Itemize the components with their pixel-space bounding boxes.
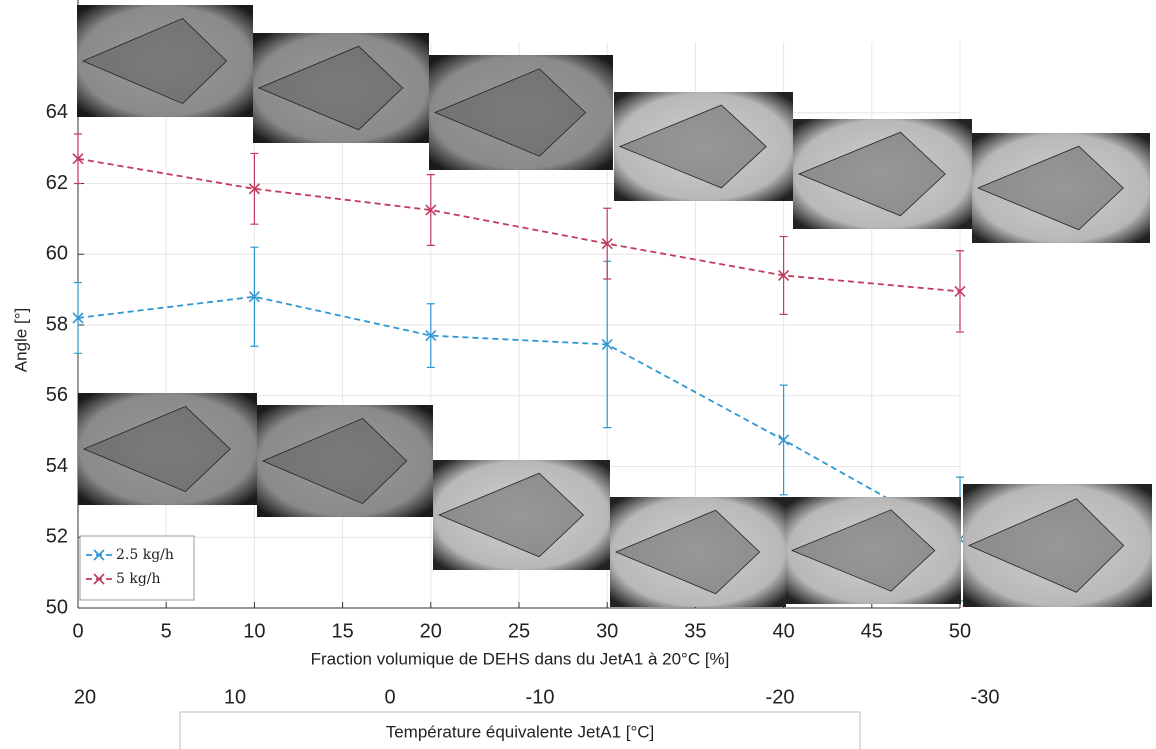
spray-cone bbox=[82, 405, 231, 493]
y-tick-label: 62 bbox=[46, 172, 68, 194]
marker bbox=[778, 434, 790, 446]
x-tick-label: 45 bbox=[861, 620, 883, 642]
secondary-axis-box bbox=[179, 711, 861, 749]
secondary-tick-label: 20 bbox=[74, 686, 96, 708]
marker bbox=[601, 338, 613, 351]
x-tick-label: 10 bbox=[243, 620, 265, 642]
photo-frame bbox=[257, 405, 433, 517]
spray-cone bbox=[976, 145, 1124, 231]
photo-frame bbox=[253, 33, 429, 143]
secondary-axis-label: Température équivalente JetA1 [°C] bbox=[386, 722, 655, 741]
y-tick-label: 54 bbox=[46, 455, 68, 477]
spray-cone bbox=[967, 498, 1125, 593]
y-axis-label: Angle [°] bbox=[11, 308, 30, 372]
x-tick-label: 35 bbox=[684, 620, 706, 642]
photo-frame bbox=[963, 484, 1152, 607]
photo-frame bbox=[433, 460, 610, 570]
legend-label: 5 kg/h bbox=[116, 571, 161, 587]
marker bbox=[601, 238, 613, 250]
photo-frame bbox=[429, 55, 613, 170]
legend-box bbox=[79, 535, 195, 601]
photo-frame bbox=[78, 393, 257, 505]
marker bbox=[954, 285, 966, 297]
legend-marker bbox=[93, 573, 105, 585]
marker bbox=[425, 204, 437, 216]
y-tick-label: 50 bbox=[46, 596, 68, 618]
photo-frame bbox=[610, 497, 786, 607]
y-tick-label: 64 bbox=[46, 101, 68, 123]
photo-frame bbox=[793, 119, 972, 229]
spray-cone bbox=[618, 104, 767, 189]
spray-cone bbox=[433, 68, 586, 157]
secondary-tick-label: 0 bbox=[384, 686, 395, 708]
x-tick-label: 5 bbox=[161, 620, 172, 642]
y-tick-label: 52 bbox=[46, 526, 68, 548]
x-tick-label: 50 bbox=[949, 620, 971, 642]
marker bbox=[248, 183, 260, 195]
spray-cone bbox=[261, 417, 408, 505]
photo-frame bbox=[77, 5, 253, 117]
legend-label: 2.5 kg/h bbox=[116, 547, 174, 563]
x-tick-label: 25 bbox=[508, 620, 530, 642]
photo-frame bbox=[786, 497, 961, 604]
spray-photos bbox=[77, 5, 1152, 607]
x-tick-label: 0 bbox=[72, 620, 83, 642]
spray-cone bbox=[81, 17, 228, 105]
marker bbox=[72, 153, 84, 165]
marker bbox=[72, 312, 84, 324]
legend-marker bbox=[93, 549, 105, 561]
x-tick-label: 20 bbox=[420, 620, 442, 642]
secondary-tick-label: -20 bbox=[766, 686, 795, 708]
spray-cone bbox=[614, 509, 761, 595]
y-tick-label: 60 bbox=[46, 243, 68, 265]
series-line bbox=[77, 157, 961, 293]
marker bbox=[778, 269, 790, 282]
x-axis-label: Fraction volumique de DEHS dans du JetA1… bbox=[311, 649, 730, 668]
marker bbox=[425, 330, 437, 342]
photo-frame bbox=[972, 133, 1150, 243]
secondary-tick-label: -30 bbox=[971, 686, 1000, 708]
marker bbox=[248, 291, 260, 303]
y-tick-label: 56 bbox=[46, 384, 68, 406]
x-tick-label: 15 bbox=[331, 620, 353, 642]
spray-cone bbox=[437, 472, 585, 558]
x-tick-label: 30 bbox=[596, 620, 618, 642]
x-tick-label: 40 bbox=[772, 620, 794, 642]
secondary-tick-label: 10 bbox=[224, 686, 246, 708]
spray-cone bbox=[257, 45, 404, 131]
spray-cone bbox=[790, 509, 936, 592]
photo-frame bbox=[614, 92, 793, 201]
secondary-tick-label: -10 bbox=[526, 686, 555, 708]
y-tick-label: 58 bbox=[46, 313, 68, 335]
spray-cone bbox=[797, 131, 946, 217]
